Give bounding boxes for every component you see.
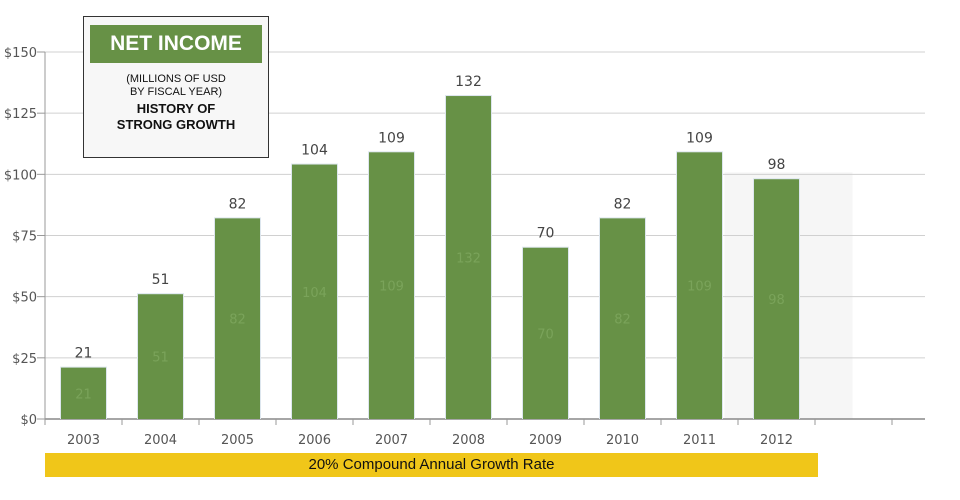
inner-data-label: 21: [75, 387, 92, 402]
inner-data-label: 98: [768, 293, 785, 308]
x-tick-label: 2003: [67, 433, 100, 448]
data-label: 82: [229, 196, 247, 212]
data-label: 70: [537, 226, 555, 242]
x-tick-label: 2007: [375, 433, 408, 448]
y-tick-label: $125: [4, 107, 37, 122]
data-label: 109: [378, 130, 405, 146]
data-label: 132: [455, 74, 482, 90]
data-label: 82: [614, 196, 632, 212]
headline-line-1: HISTORY OF: [136, 101, 216, 116]
bar-2004: [138, 294, 183, 419]
bar-2011: [677, 152, 722, 419]
growth-rate-banner: 20% Compound Annual Growth Rate: [45, 453, 818, 477]
inner-data-label: 82: [229, 313, 246, 328]
x-tick-label: 2009: [529, 433, 562, 448]
y-tick-label: $50: [12, 291, 37, 306]
subtitle-line-1: (MILLIONS OF USD: [126, 73, 226, 85]
y-tick-label: $25: [12, 352, 37, 367]
x-tick-label: 2008: [452, 433, 485, 448]
bar-2005: [215, 218, 260, 419]
y-tick-label: $150: [4, 46, 37, 61]
bar-2012: [754, 179, 799, 419]
inner-data-label: 82: [614, 313, 631, 328]
x-tick-label: 2005: [221, 433, 254, 448]
y-tick-label: $0: [20, 413, 37, 428]
inner-data-label: 104: [302, 286, 327, 301]
subtitle-line-2: BY FISCAL YEAR): [129, 86, 223, 98]
inner-data-label: 70: [537, 327, 554, 342]
headline-line-2: STRONG GROWTH: [116, 117, 236, 132]
bar-2006: [292, 164, 337, 419]
data-label: 21: [75, 346, 93, 362]
chart-headline: HISTORY OF STRONG GROWTH: [84, 101, 268, 133]
data-label: 98: [768, 157, 786, 173]
chart-subtitle: (MILLIONS OF USD BY FISCAL YEAR): [84, 73, 268, 99]
data-label: 104: [301, 143, 328, 159]
x-tick-label: 2006: [298, 433, 331, 448]
x-tick-label: 2012: [760, 433, 793, 448]
inner-data-label: 109: [379, 280, 404, 295]
chart-title: NET INCOME: [90, 25, 262, 63]
data-label: 51: [152, 272, 170, 288]
bar-2010: [600, 218, 645, 419]
y-tick-label: $100: [4, 168, 37, 183]
bar-2003: [61, 367, 106, 419]
y-tick-label: $75: [12, 230, 37, 245]
inner-data-label: 109: [687, 280, 712, 295]
inner-data-label: 132: [456, 252, 481, 267]
bar-2009: [523, 247, 568, 419]
inner-data-label: 51: [152, 351, 169, 366]
x-tick-label: 2010: [606, 433, 639, 448]
chart-title-box: NET INCOME (MILLIONS OF USD BY FISCAL YE…: [83, 16, 269, 158]
bar-2007: [369, 152, 414, 419]
x-tick-label: 2011: [683, 433, 716, 448]
x-tick-label: 2004: [144, 433, 177, 448]
bar-2008: [446, 96, 491, 419]
data-label: 109: [686, 130, 713, 146]
